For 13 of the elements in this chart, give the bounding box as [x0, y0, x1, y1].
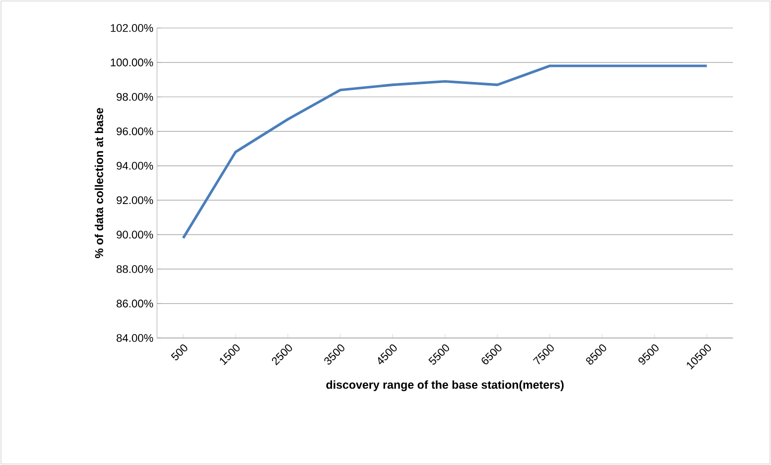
y-tick-label: 98.00%: [116, 93, 154, 101]
y-tick-label: 90.00%: [116, 230, 154, 239]
x-axis-title: discovery range of the base station(meters): [326, 380, 564, 392]
y-tick-label: 92.00%: [116, 196, 154, 204]
y-tick-label: 88.00%: [116, 265, 154, 273]
y-tick-label: 94.00%: [116, 162, 154, 170]
y-tick-label: 86.00%: [116, 300, 154, 308]
y-axis-title: % of data collection at base: [94, 108, 104, 258]
x-tick-label: 500: [170, 344, 188, 360]
y-tick-label: 96.00%: [116, 127, 154, 136]
y-tick-label: 84.00%: [116, 334, 154, 342]
y-tick-label: 100.00%: [110, 58, 154, 66]
y-tick-label: 102.00%: [110, 24, 154, 32]
